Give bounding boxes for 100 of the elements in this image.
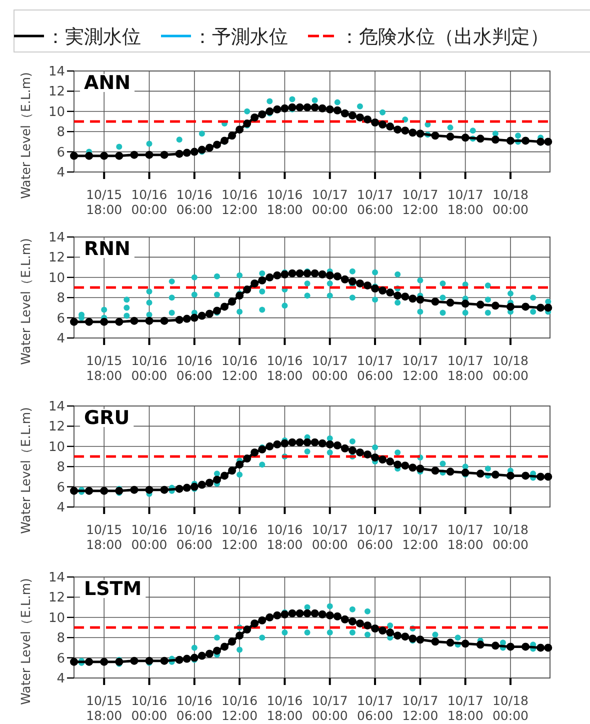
x-tick-label: 10/16 00:00	[131, 353, 168, 383]
x-tick-label: 10/17 00:00	[312, 693, 348, 723]
y-tick-label: 14	[48, 400, 65, 414]
point	[408, 294, 417, 303]
chart-title: LSTM	[84, 578, 142, 600]
x-tick-label: 10/16 12:00	[222, 353, 258, 383]
x-tick-label: 10/17 06:00	[357, 187, 394, 217]
point	[340, 275, 349, 284]
point	[348, 277, 356, 286]
x-tick-label: 10/17 18:00	[447, 693, 484, 723]
y-tick-label: 10	[48, 440, 65, 455]
legend-label: ：実測水位	[46, 26, 141, 48]
x-tick-label: 10/17 18:00	[447, 522, 484, 552]
x-tick-label: 10/17 12:00	[402, 693, 438, 723]
point	[266, 273, 274, 282]
point	[273, 271, 282, 280]
point	[288, 269, 296, 278]
x-tick-label: 10/15 18:00	[86, 187, 122, 217]
legend-label: ：危険水位（出水判定）	[340, 26, 549, 48]
point	[394, 292, 402, 300]
x-tick-label: 10/17 00:00	[312, 522, 348, 552]
point	[416, 296, 424, 304]
y-axis-title: Water Level（E.L.m)	[18, 238, 33, 365]
point	[220, 302, 229, 311]
point	[280, 270, 289, 278]
y-tick-label: 4	[56, 672, 65, 686]
x-tick-label: 10/17 12:00	[402, 353, 438, 383]
point	[303, 269, 312, 278]
point	[198, 312, 206, 320]
y-tick-label: 14	[48, 64, 65, 80]
point	[326, 271, 334, 280]
point	[356, 279, 364, 288]
point	[243, 286, 252, 294]
point	[401, 292, 410, 301]
point	[212, 306, 221, 315]
y-tick-label: 6	[56, 480, 65, 496]
x-tick-label: 10/16 00:00	[131, 187, 168, 217]
x-tick-label: 10/17 00:00	[312, 353, 348, 383]
y-tick-label: 8	[56, 291, 65, 306]
x-tick-label: 10/17 06:00	[357, 522, 394, 552]
y-tick-label: 8	[56, 125, 65, 140]
chart-title: RNN	[84, 238, 130, 260]
chart-title: ANN	[84, 72, 131, 94]
text: ：予測水位	[193, 26, 288, 48]
y-tick-label: 14	[48, 570, 65, 586]
x-tick-label: 10/16 18:00	[266, 353, 303, 383]
point	[190, 314, 198, 322]
x-tick-label: 10/18 00:00	[492, 187, 529, 217]
y-tick-label: 12	[48, 590, 65, 606]
x-tick-label: 10/17 18:00	[447, 353, 484, 383]
x-tick-label: 10/16 06:00	[176, 522, 212, 552]
y-tick-label: 6	[56, 311, 65, 326]
point	[250, 279, 259, 288]
y-tick-label: 4	[56, 166, 65, 180]
y-tick-label: 4	[56, 500, 65, 516]
x-tick-label: 10/18 00:00	[492, 522, 529, 552]
point	[258, 276, 266, 284]
y-tick-label: 6	[56, 651, 65, 666]
x-tick-label: 10/17 18:00	[447, 187, 484, 217]
x-tick-label: 10/15 18:00	[86, 353, 122, 383]
y-tick-label: 12	[48, 84, 65, 100]
x-tick-label: 10/16 18:00	[266, 522, 303, 552]
x-tick-label: 10/15 18:00	[86, 522, 122, 552]
x-tick-label: 10/17 06:00	[357, 693, 394, 723]
point	[236, 292, 244, 300]
y-tick-label: 8	[56, 460, 65, 476]
point	[371, 284, 380, 293]
chart-title: GRU	[84, 407, 130, 429]
x-tick-label: 10/16 18:00	[266, 693, 303, 723]
point	[296, 269, 304, 278]
x-tick-label: 10/17 06:00	[357, 353, 394, 383]
y-tick-label: 12	[48, 420, 65, 435]
x-tick-label: 10/16 18:00	[266, 187, 303, 217]
x-tick-label: 10/16 06:00	[176, 353, 212, 383]
point	[318, 270, 326, 278]
x-tick-label: 10/18 00:00	[492, 353, 529, 383]
y-tick-label: 10	[48, 270, 65, 286]
y-tick-label: 8	[56, 631, 65, 646]
x-tick-label: 10/16 06:00	[176, 187, 212, 217]
x-tick-label: 10/16 00:00	[131, 522, 168, 552]
x-tick-label: 10/15 18:00	[86, 693, 122, 723]
point	[175, 316, 184, 324]
point	[310, 269, 319, 278]
y-tick-label: 10	[48, 610, 65, 626]
y-axis-title: Water Level（E.L.m)	[18, 407, 33, 534]
x-tick-label: 10/17 12:00	[402, 522, 438, 552]
y-tick-label: 4	[56, 332, 65, 346]
point	[228, 298, 236, 306]
point	[378, 286, 387, 295]
y-tick-label: 14	[48, 230, 65, 246]
x-tick-label: 10/16 00:00	[131, 693, 168, 723]
x-tick-label: 10/18 00:00	[492, 693, 529, 723]
point	[205, 310, 214, 318]
point	[364, 281, 372, 290]
x-tick-label: 10/16 12:00	[222, 693, 258, 723]
y-axis-title: Water Level（E.L.m)	[18, 72, 33, 199]
x-tick-label: 10/16 06:00	[176, 693, 212, 723]
y-tick-label: 6	[56, 145, 65, 160]
x-tick-label: 10/16 12:00	[222, 522, 258, 552]
point	[182, 314, 191, 323]
